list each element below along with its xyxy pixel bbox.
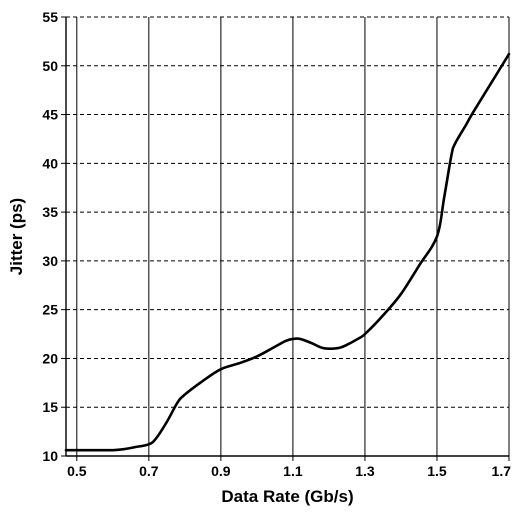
y-tick-label: 35: [42, 204, 58, 220]
y-tick-label: 40: [42, 155, 58, 171]
x-axis-title: Data Rate (Gb/s): [221, 487, 353, 506]
axis-layer: [61, 16, 510, 461]
x-tick-label: 0.9: [211, 463, 231, 479]
y-tick-label: 20: [42, 350, 58, 366]
grid-layer: [66, 16, 510, 456]
x-tick-label: 0.7: [139, 463, 159, 479]
y-tick-label: 15: [42, 399, 58, 415]
x-tick-label: 1.5: [427, 463, 447, 479]
x-tick-label: 1.7: [492, 463, 512, 479]
x-tick-label: 0.5: [67, 463, 87, 479]
y-tick-label: 30: [42, 253, 58, 269]
series-layer: [64, 52, 511, 452]
tick-label-layer: 10 15 20 25 30 35 40 45 50 55 0.5 0.7 0.9 1.1 1.3 1.5 1.…: [42, 9, 511, 479]
y-tick-label: 45: [42, 107, 58, 123]
y-tick-label: 50: [42, 58, 58, 74]
x-tick-label: 1.1: [283, 463, 303, 479]
y-tick-label: 25: [42, 302, 58, 318]
y-axis-title: Jitter (ps): [7, 198, 26, 275]
series-line-0: [64, 52, 511, 452]
y-tick-label: 55: [42, 9, 58, 25]
y-tick-label: 10: [42, 448, 58, 464]
x-tick-label: 1.3: [355, 463, 375, 479]
